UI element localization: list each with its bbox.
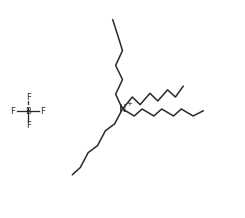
Text: B: B <box>25 107 31 116</box>
Text: N: N <box>119 104 126 114</box>
Text: F: F <box>10 107 15 116</box>
Text: F: F <box>40 107 45 116</box>
Text: F: F <box>26 92 31 102</box>
Text: +: + <box>126 101 132 107</box>
Text: F: F <box>26 121 31 130</box>
